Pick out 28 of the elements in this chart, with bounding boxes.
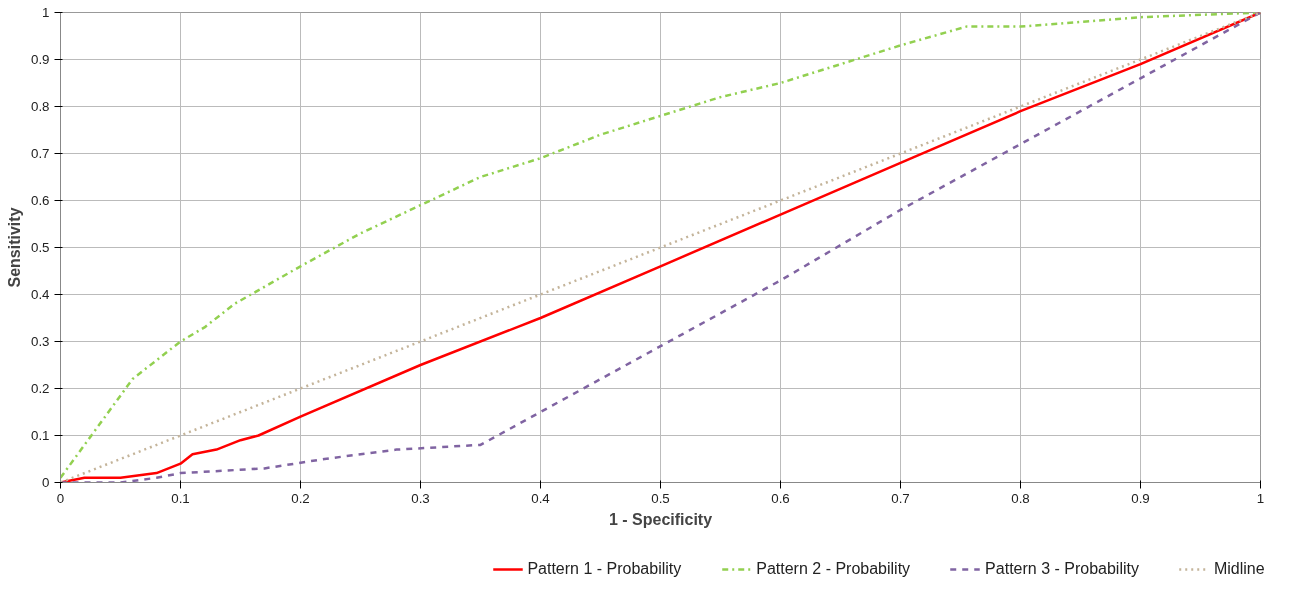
- y-axis-title: Sensitivity: [5, 207, 23, 288]
- x-tick-label: 0.4: [531, 490, 551, 506]
- y-tick-label: 0.5: [30, 240, 50, 255]
- x-axis-title: 1 - Specificity: [608, 510, 713, 528]
- y-tick-label: 0.4: [30, 287, 51, 302]
- y-tick-label: 0.7: [30, 146, 50, 161]
- y-tick-label: 0.6: [30, 193, 50, 208]
- x-tick-label: 0.2: [291, 490, 310, 506]
- legend-label: Pattern 1 - Probability: [527, 560, 682, 578]
- x-tick-label: 1: [1256, 490, 1265, 506]
- x-tick-label: 0.6: [771, 490, 790, 506]
- y-tick-label: 0.3: [30, 334, 50, 349]
- x-tick-label: 0.7: [891, 490, 910, 506]
- legend-label: Pattern 2 - Probability: [756, 560, 911, 578]
- y-tick-label: 0.1: [30, 428, 50, 443]
- x-tick-label: 0.1: [171, 490, 190, 506]
- x-tick-label: 0.9: [1131, 490, 1150, 506]
- x-tick-label: 0.5: [651, 490, 670, 506]
- y-tick-label: 0.8: [30, 99, 50, 114]
- x-tick-label: 0.8: [1011, 490, 1030, 506]
- x-tick-label: 0.3: [411, 490, 430, 506]
- x-tick-label: 0: [56, 490, 65, 506]
- legend-label: Pattern 3 - Probability: [985, 560, 1139, 578]
- legend-label: Midline: [1213, 560, 1265, 578]
- y-tick-label: 1: [42, 5, 50, 20]
- y-tick-label: 0.9: [30, 52, 50, 67]
- y-tick-label: 0: [42, 475, 50, 490]
- y-tick-label: 0.2: [30, 381, 50, 396]
